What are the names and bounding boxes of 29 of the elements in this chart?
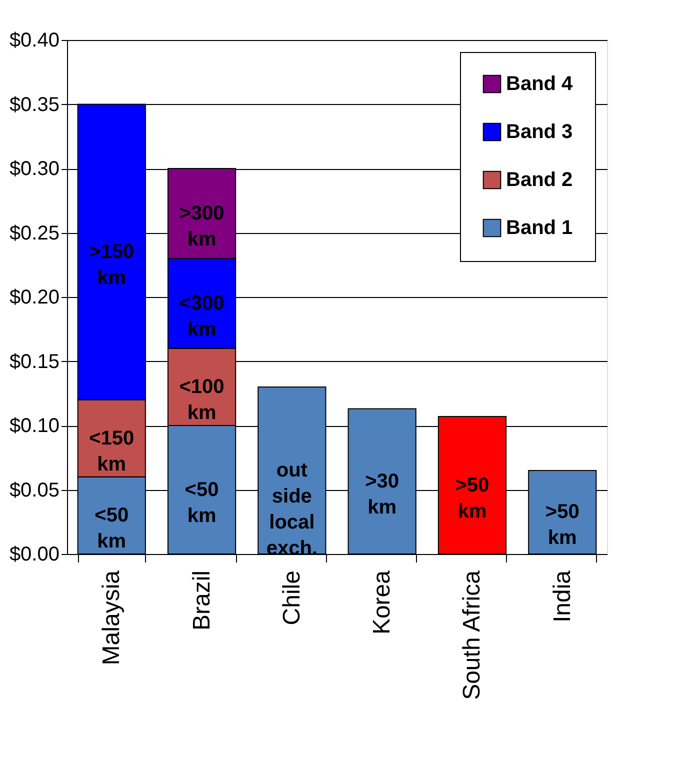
- x-tick-label: Brazil: [188, 570, 216, 631]
- annotation: <50 km: [184, 478, 219, 527]
- x-tick-label: Malaysia: [98, 570, 126, 666]
- y-tick-label: $0.25: [9, 222, 60, 244]
- x-tick-label: Chile: [278, 570, 306, 626]
- x-tick-label: India: [548, 570, 576, 623]
- y-tick-label: $0.40: [9, 30, 60, 52]
- x-tick-label: Korea: [368, 570, 396, 635]
- annotation: <50 km: [94, 504, 129, 552]
- y-tick-label: $0.15: [9, 350, 60, 373]
- annotation: <150 km: [89, 427, 134, 476]
- legend-label: Band 4: [506, 73, 574, 95]
- annotation: >150 km: [89, 241, 134, 290]
- annotation: >50 km: [455, 474, 490, 522]
- y-tick-label: $0.35: [9, 94, 60, 116]
- y-tick-label: $0.10: [9, 415, 60, 437]
- annotation: <100 km: [179, 376, 224, 424]
- annotation: >50 km: [545, 501, 580, 550]
- legend-label: Band 1: [506, 217, 573, 239]
- annotation: >30 km: [365, 470, 400, 518]
- y-tick-label: $0.20: [9, 286, 60, 308]
- y-tick-label: $0.05: [9, 479, 60, 502]
- y-tick-label: $0.30: [9, 158, 60, 180]
- legend-label: Band 2: [506, 169, 573, 191]
- legend-label: Band 3: [506, 121, 573, 143]
- y-tick-label: $0.00: [9, 544, 60, 566]
- annotation: <300 km: [179, 292, 224, 340]
- annotation: >300 km: [179, 202, 224, 250]
- x-tick-label: South Africa: [458, 570, 486, 700]
